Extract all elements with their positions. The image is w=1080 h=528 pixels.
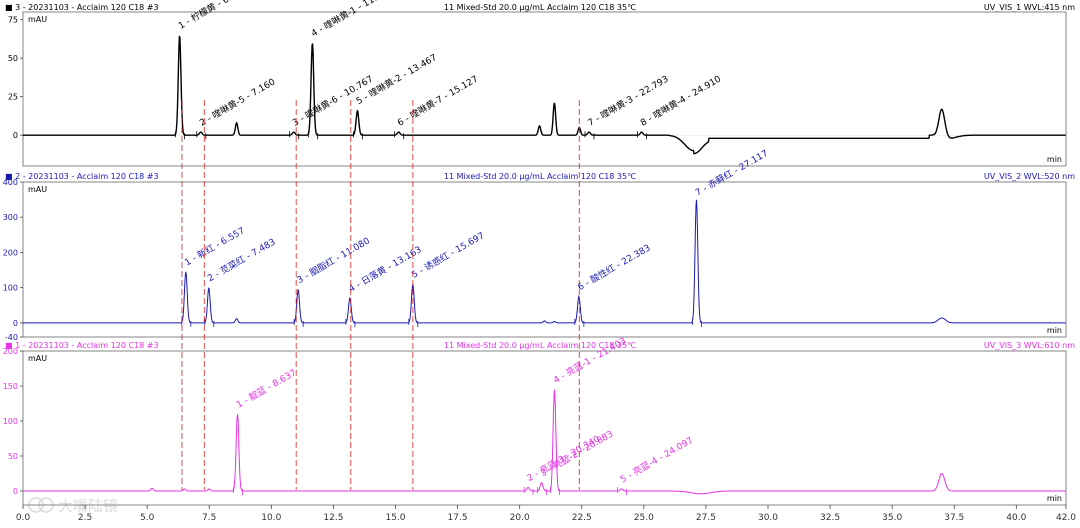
peak-label: 8 - 喹啉黄-4 - 24.910 <box>638 73 723 129</box>
panel-header-center: 11 Mixed-Std 20.0 µg/mL Acclaim 120 C18 … <box>444 172 636 181</box>
panel-header-right: UV_VIS_2 WVL:520 nm <box>984 172 1075 181</box>
panel-header-center: 11 Mixed-Std 20.0 µg/mL Acclaim 120 C18 … <box>444 341 636 350</box>
panel-header-left: ■ 2 - 20231103 - Acclaim 120 C18 #3 <box>5 172 159 181</box>
x-tick-label: 35.0 <box>882 513 902 523</box>
peak-label: 6 - 酸性红 - 22.383 <box>575 242 652 293</box>
peak-label: 5 - 亮蓝-4 - 24.097 <box>618 434 695 485</box>
x-unit-label: min <box>1047 494 1062 503</box>
y-tick-label: 150 <box>3 382 18 391</box>
x-tick-label: 25.0 <box>634 513 654 523</box>
y-axis-label: mAU <box>28 354 47 363</box>
peak-label: 4 - 喹啉黄-1 - 11.653 <box>309 0 394 39</box>
x-tick-label: 5.0 <box>140 513 155 523</box>
panel-header-left: ■ 3 - 20231103 - Acclaim 120 C18 #3 <box>5 3 159 12</box>
x-tick-label: 10.0 <box>261 513 281 523</box>
x-tick-label: 17.5 <box>448 513 468 523</box>
y-tick-label: 0 <box>13 487 18 496</box>
peak-label: 6 - 喹啉黄-7 - 15.127 <box>395 73 480 129</box>
chromatogram-panel-1: ■ 3 - 20231103 - Acclaim 120 C18 #3 11 Mi… <box>5 0 1075 167</box>
peak-label: 1 - 柠檬黄 - 6.307 <box>176 0 248 32</box>
x-tick-label: 22.5 <box>572 513 592 523</box>
watermark-icon <box>28 497 44 513</box>
x-axis: 0.0 2.5 5.0 7.5 10.0 12.5 15.0 17.5 20.0 22.5 25.0… <box>16 505 1076 523</box>
panel-header-center: 11 Mixed-Std 20.0 µg/mL Acclaim 120 C18 … <box>444 3 636 12</box>
x-tick-label: 15.0 <box>385 513 405 523</box>
peak-label: 7 - 赤藓红 - 27.117 <box>693 147 770 198</box>
peak-label: 1 - 靛蓝 - 8.637 <box>234 366 298 410</box>
x-tick-label: 27.5 <box>696 513 716 523</box>
x-tick-label: 2.5 <box>78 513 92 523</box>
y-tick-label: 0 <box>13 131 18 140</box>
y-axis-label: mAU <box>28 15 47 24</box>
y-tick-label: 300 <box>3 213 18 222</box>
x-tick-label: 0.0 <box>16 513 31 523</box>
y-tick-label: 50 <box>8 452 18 461</box>
trace-line <box>23 389 1066 495</box>
x-unit-label: min <box>1047 155 1062 164</box>
panel-header-left: ■ 1 - 20231103 - Acclaim 120 C18 #3 <box>5 341 159 350</box>
watermark-text: 大嘴陆镜 <box>58 497 118 515</box>
panel-header-right: UV_VIS_3 WVL:610 nm <box>984 341 1075 350</box>
peak-label: 2 - 喹啉黄-5 - 7.160 <box>197 75 277 128</box>
x-tick-label: 32.5 <box>820 513 840 523</box>
y-tick-label: 400 <box>3 178 18 187</box>
chromatogram-panel-3: ■ 1 - 20231103 - Acclaim 120 C18 #3 11 Mi… <box>3 335 1075 506</box>
y-tick-label: 75 <box>8 16 18 25</box>
y-tick-label: 200 <box>3 347 18 356</box>
panel-frame <box>22 181 1067 338</box>
y-tick-label: 100 <box>3 284 18 293</box>
x-tick-label: 42.0 <box>1056 513 1076 523</box>
reference-lines <box>181 100 580 490</box>
y-tick-label: 50 <box>8 54 18 63</box>
y-tick-label: 200 <box>3 248 18 257</box>
y-tick-label: 25 <box>8 93 18 102</box>
chromatogram-panel-2: ■ 2 - 20231103 - Acclaim 120 C18 #3 11 Mi… <box>3 147 1075 342</box>
x-unit-label: min <box>1047 326 1062 335</box>
trace-line <box>23 199 1066 324</box>
y-tick-label: 0 <box>13 319 18 328</box>
panel-frame <box>22 350 1067 506</box>
y-tick-label: -40 <box>5 333 18 342</box>
x-tick-label: 37.5 <box>944 513 964 523</box>
x-tick-label: 20.0 <box>510 513 530 523</box>
x-tick-label: 12.5 <box>323 513 343 523</box>
x-tick-label: 40.0 <box>1006 513 1026 523</box>
peak-label: 3 - 亮蓝-2 - 20.883 <box>538 428 615 479</box>
trace-line <box>23 35 1066 155</box>
x-tick-label: 30.0 <box>758 513 778 523</box>
watermark: 大嘴陆镜 <box>28 497 118 515</box>
panel-header-right: UV_VIS_1 WVL:415 nm <box>984 3 1075 12</box>
y-axis-label: mAU <box>28 185 47 194</box>
y-tick-label: 100 <box>3 417 18 426</box>
panel-frame <box>22 11 1067 167</box>
x-tick-label: 7.5 <box>202 513 216 523</box>
